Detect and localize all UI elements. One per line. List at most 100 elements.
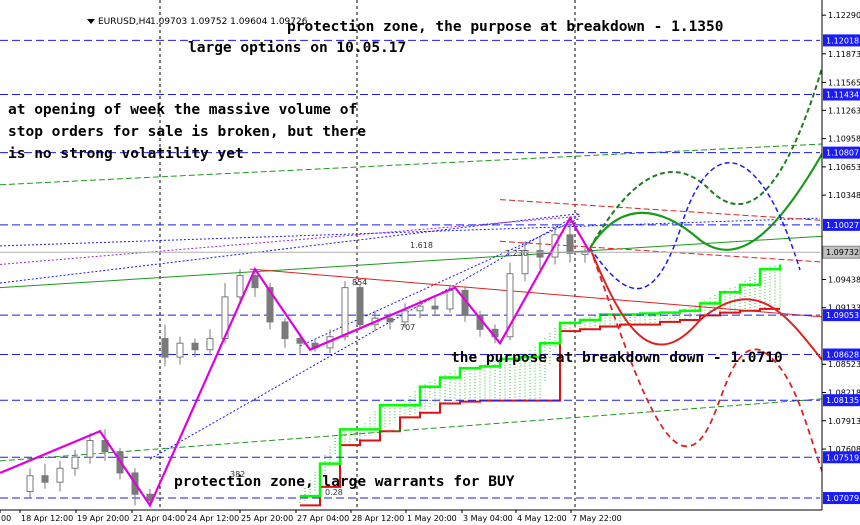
y-tick-label: 1.07913: [828, 417, 860, 426]
blue-fan-4: [299, 217, 581, 347]
ichimoku-cloud: [299, 264, 782, 507]
fib-label: 854: [352, 278, 367, 287]
level-price-label: 1.07519: [826, 453, 859, 462]
y-tick-label: 1.08523: [828, 360, 860, 369]
x-tick-label: 00: [1, 514, 11, 523]
candle-body-21: [341, 287, 349, 338]
dropdown-triangle-icon[interactable]: [87, 19, 95, 24]
y-tick-label: 1.11565: [828, 78, 860, 87]
y-tick-label: 1.08218: [828, 389, 860, 398]
x-tick-label: 1 May 20:00: [407, 514, 457, 523]
level-price-tag: [823, 394, 860, 407]
level-price-label: 1.08135: [826, 396, 859, 405]
level-price-tag: [823, 309, 860, 322]
candle-body-14: [236, 275, 244, 298]
level-price-tag: [823, 348, 860, 361]
level-price-tag: [823, 34, 860, 47]
level-price-label: 1.12018: [826, 36, 859, 45]
level-price-tag: [823, 88, 860, 101]
blue-fan-1: [0, 217, 821, 247]
candle-body-0: [26, 475, 34, 492]
fib-label: 707: [400, 323, 415, 332]
y-tick-label: 1.10653: [828, 163, 860, 172]
level-price-label: 1.08628: [826, 351, 859, 360]
fib-labels: 1.618 2.236 854 707 382 0.28: [230, 241, 528, 497]
y-tick-label: 1.09133: [828, 304, 860, 313]
symbol-label: EURUSD,H4: [98, 17, 151, 27]
candle-body-27: [431, 305, 439, 310]
annotations: protection zone, the purpose at breakdow…: [8, 19, 783, 490]
projection-green-solid: [589, 139, 831, 251]
x-tick-label: 4 May 12:00: [517, 514, 567, 523]
candle-body-2: [56, 467, 64, 483]
horizontal-levels: [0, 39, 820, 499]
zigzag: [0, 215, 591, 508]
projection-green-dashed: [589, 39, 831, 249]
level-price-label: 1.10027: [826, 221, 859, 230]
price-axis-background: [822, 0, 860, 525]
candle-body-33: [521, 250, 529, 275]
x-tick-label: 21 Apr 04:00: [133, 514, 185, 523]
annotation-opening-line2: stop orders for sale is broken, but ther…: [8, 124, 366, 140]
y-tick-label: 1.11263: [828, 106, 860, 115]
candle-body-9: [161, 338, 169, 358]
annotation-top-zone: protection zone, the purpose at breakdow…: [287, 19, 724, 35]
projection-curves: [589, 39, 831, 491]
candle-body-28: [446, 289, 454, 310]
vertical-session-grid: [159, 0, 576, 510]
ohlc-label: 1.09703 1.09752 1.09604 1.09726: [150, 17, 308, 27]
level-price-tag: [823, 146, 860, 159]
current-price-tag: [822, 245, 860, 259]
level-price-label: 1.09053: [826, 311, 859, 320]
candle-body-1: [41, 475, 49, 483]
level-price-label: 1.11434: [826, 91, 859, 100]
annotation-bottom-zone: protection zone, large warrants for BUY: [174, 474, 515, 490]
annotation-breakdown-down: the purpose at breakdown down - 1.0710: [451, 350, 783, 366]
y-tick-label: 1.10958: [828, 135, 860, 144]
x-tick-label: 3 May 04:00: [463, 514, 513, 523]
candle-body-25: [401, 310, 409, 323]
candle-body-16: [266, 287, 274, 323]
level-price-label: 1.07079: [826, 494, 859, 503]
cloud-lower-line: [300, 307, 780, 507]
time-axis: 00 18 Apr 12:00 19 Apr 20:00 21 Apr 04:00 24…: [0, 509, 822, 523]
level-price-tag: [823, 218, 860, 231]
x-tick-label: 25 Apr 20:00: [241, 514, 293, 523]
projection-red-dashed: [589, 247, 831, 491]
candle-body-36: [566, 234, 574, 254]
red-channel-1: [249, 268, 860, 321]
projection-red-solid: [589, 247, 831, 371]
fib-label: 2.236: [505, 249, 528, 258]
x-tick-label: 7 May 22:00: [572, 514, 622, 523]
red-channel-2: [499, 199, 860, 224]
chart-header: EURUSD,H4 1.09703 1.09752 1.09604 1.0972…: [87, 17, 308, 27]
level-price-label: 1.10807: [826, 149, 859, 158]
blue-fan-3: [149, 213, 581, 460]
x-tick-label: 18 Apr 12:00: [21, 514, 73, 523]
x-tick-label: 28 Apr 12:00: [352, 514, 404, 523]
candle-body-32: [506, 273, 514, 338]
candle-body-24: [386, 317, 394, 323]
y-tick-label: 1.10348: [828, 191, 860, 200]
projection-blue-dashed: [589, 161, 801, 290]
candle-body-15: [251, 275, 259, 289]
y-tick-label: 1.11873: [828, 50, 860, 59]
blue-fan-2: [0, 212, 581, 284]
candle-body-11: [191, 342, 199, 351]
candle-body-22: [356, 287, 364, 326]
zigzag-line: [0, 215, 591, 508]
annotation-opening-line3: is no strong volatility yet: [8, 146, 244, 162]
candle-body-34: [536, 250, 544, 258]
green-mid-trend: [0, 233, 860, 289]
purple-fan-1: [0, 215, 581, 265]
x-tick-label: 24 Apr 12:00: [187, 514, 239, 523]
candle-body-26: [416, 305, 424, 312]
y-tick-label: 1.09438: [828, 275, 860, 284]
level-price-tag: [823, 492, 860, 505]
fib-label: 1.618: [410, 241, 433, 250]
fib-label: 382: [230, 470, 245, 479]
candle-body-12: [206, 338, 214, 351]
